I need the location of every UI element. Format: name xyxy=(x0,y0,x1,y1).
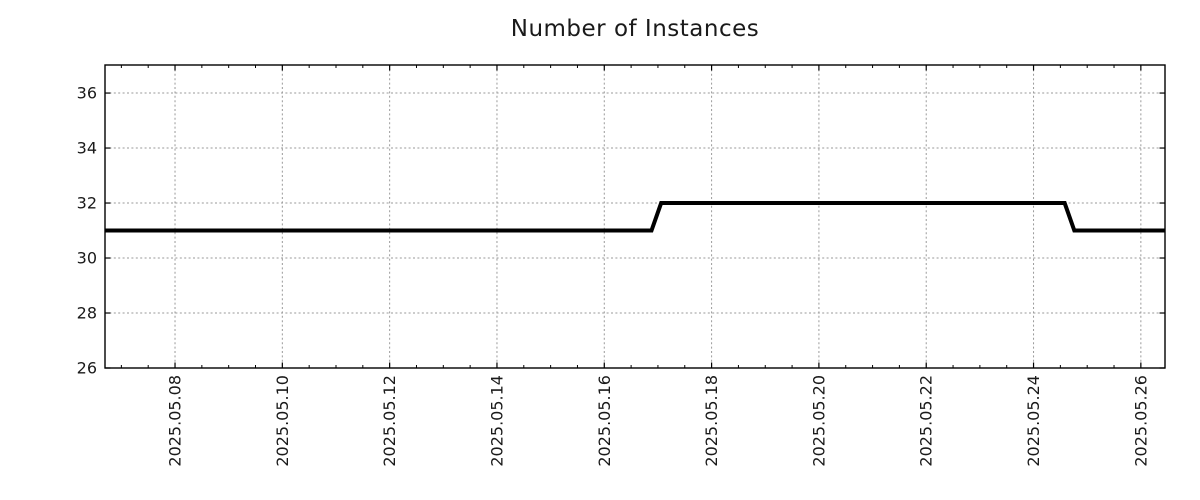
x-tick-label: 2025.05.10 xyxy=(273,375,292,467)
y-tick-label: 36 xyxy=(77,84,97,103)
x-tick-label: 2025.05.14 xyxy=(487,375,506,467)
x-tick-label: 2025.05.16 xyxy=(595,375,614,467)
y-tick-label: 30 xyxy=(77,249,97,268)
plot-border xyxy=(104,64,1166,369)
x-tick-label: 2025.05.26 xyxy=(1131,375,1150,467)
y-tick-label: 28 xyxy=(77,304,97,323)
y-tick-label: 26 xyxy=(77,359,97,378)
x-tick-label: 2025.05.22 xyxy=(917,375,936,467)
x-tick-label: 2025.05.12 xyxy=(380,375,399,467)
x-tick-label: 2025.05.24 xyxy=(1024,375,1043,467)
x-tick-label: 2025.05.18 xyxy=(702,375,721,467)
data-line-instances xyxy=(105,201,1165,233)
y-tick-label: 32 xyxy=(77,194,97,213)
chart-title: Number of Instances xyxy=(510,16,760,42)
x-tick-label: 2025.05.20 xyxy=(809,375,828,467)
x-tick-label: 2025.05.08 xyxy=(166,375,185,467)
y-tick-label: 34 xyxy=(77,139,97,158)
